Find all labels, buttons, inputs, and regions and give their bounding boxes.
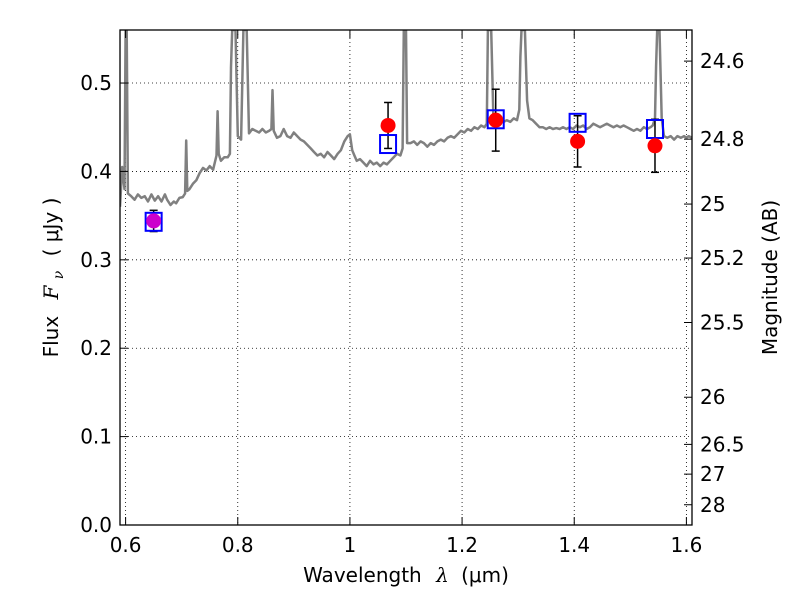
x-tick-label: 1.6 (670, 533, 702, 557)
y2-tick-label: 24.6 (700, 49, 745, 73)
y2-tick-label: 24.8 (700, 127, 745, 151)
x-tick-label: 1 (344, 533, 357, 557)
y-tick-label: 0.0 (80, 513, 112, 537)
model-square-marker (645, 119, 664, 139)
y2-tick-label: 25 (700, 192, 725, 216)
plot-area (120, 30, 692, 233)
y2-tick-label: 26.5 (700, 432, 745, 456)
y2-tick-label: 27 (700, 462, 725, 486)
y-tick-label: 0.5 (80, 71, 112, 95)
x-tick-label: 1.4 (558, 533, 590, 557)
x-axis-title: Wavelength λ (μm) (303, 563, 509, 587)
model-square-marker (379, 134, 398, 155)
ticks: 0.6 0.8 1 1.2 1.4 1.6 0.0 0.1 0.2 0.3 0.4 0.5 24.6 24… (80, 30, 745, 557)
y-tick-label: 0.3 (80, 248, 112, 272)
observed-point (570, 133, 586, 149)
model-square-marker (486, 109, 505, 130)
y2-tick-label: 28 (700, 493, 725, 517)
observed-point (647, 138, 663, 154)
y2-axis-title: Magnitude (AB) (758, 200, 782, 355)
y-axis-title: Flux F ν ( μJy ) (39, 198, 68, 358)
observed-point (380, 117, 396, 133)
model-square-marker (568, 112, 587, 133)
y-tick-label: 0.2 (80, 336, 112, 360)
y2-tick-label: 26 (700, 385, 725, 409)
x-tick-label: 1.2 (446, 533, 478, 557)
y2-tick-label: 25.5 (700, 311, 745, 335)
y-tick-label: 0.1 (80, 425, 112, 449)
y2-tick-label: 25.2 (700, 246, 745, 270)
observed-point (488, 112, 504, 128)
plot-frame (119, 29, 693, 526)
observed-point (146, 213, 162, 229)
y-tick-label: 0.4 (80, 159, 112, 183)
x-tick-label: 0.6 (110, 533, 142, 557)
spectrum-line (120, 30, 692, 207)
plot-contents (120, 30, 692, 233)
x-tick-label: 0.8 (222, 533, 254, 557)
model-square-marker (144, 211, 163, 232)
